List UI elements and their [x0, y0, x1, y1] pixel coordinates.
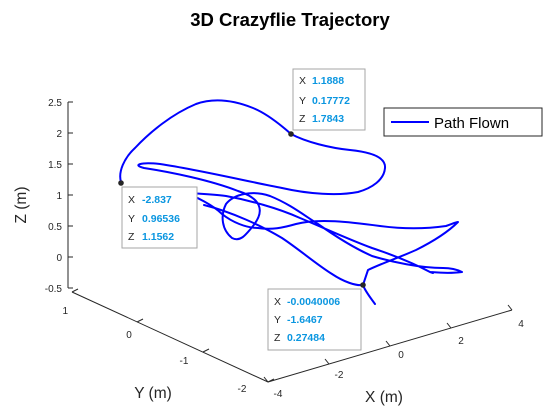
datatip-box[interactable]: X -0.0040006 Y -1.6467 Z 0.27484: [267, 288, 362, 351]
datatip-value-z: 1.1562: [142, 231, 174, 243]
y-axis-line: [71, 291, 269, 383]
datatip-value-y: 0.17772: [312, 95, 350, 107]
chart-title: 3D Crazyflie Trajectory: [190, 9, 390, 30]
x-tick-label: -2: [335, 370, 344, 381]
z-tick: 2.5: [48, 98, 73, 109]
datatip-marker[interactable]: [118, 180, 124, 186]
z-tick: 2: [56, 129, 73, 140]
y-tick: 0: [126, 318, 144, 341]
datatip-marker[interactable]: [360, 282, 366, 288]
datatip-value-x: -0.0040006: [287, 296, 340, 308]
y-tick-label: 1: [62, 306, 68, 317]
series-line-path-flown-lower: [181, 191, 459, 305]
datatip-key-y: Y: [274, 314, 281, 326]
x-tick-label: 0: [398, 350, 404, 361]
datatip-value-y: 0.96536: [142, 213, 180, 225]
y-tick: -2: [238, 378, 275, 395]
datatip-marker[interactable]: [288, 131, 294, 137]
z-tick-label: 2: [56, 129, 62, 140]
x-tick: 0: [385, 340, 404, 361]
datatip-key-y: Y: [299, 95, 306, 107]
legend-label: Path Flown: [434, 115, 509, 132]
z-tick: 0.5: [48, 222, 73, 233]
x-axis-label: X (m): [365, 389, 403, 406]
z-tick-label: 0.5: [48, 222, 62, 233]
series-line-path-flown: [119, 99, 463, 274]
x-tick-label: 4: [518, 319, 524, 330]
y-tick: -1: [180, 348, 210, 367]
x-tick-label: -4: [274, 389, 283, 400]
z-tick-label: 1: [56, 191, 62, 202]
legend[interactable]: Path Flown: [383, 107, 543, 137]
y-ticks: 1 0 -1 -2: [62, 288, 275, 395]
z-axis-label: Z (m): [13, 186, 30, 223]
z-tick: 0: [56, 253, 73, 264]
datatip-key-x: X: [299, 75, 306, 87]
datatip-value-x: 1.1888: [312, 75, 344, 87]
z-tick-label: 2.5: [48, 98, 62, 109]
datatip-key-z: Z: [274, 332, 281, 344]
datatip-key-z: Z: [128, 231, 135, 243]
datatip-box[interactable]: X 1.1888 Y 0.17772 Z 1.7843: [292, 68, 366, 131]
z-tick: -0.5: [45, 284, 73, 295]
z-tick: 1: [56, 191, 73, 202]
datatip-value-z: 1.7843: [312, 113, 344, 125]
z-tick: 1.5: [48, 160, 73, 171]
x-ticks: -4 -2 0 2 4: [263, 304, 524, 400]
datatip-key-x: X: [274, 296, 281, 308]
series-line-path-flown-west: [203, 204, 364, 287]
datatip-value-y: -1.6467: [287, 314, 323, 326]
datatip-key-x: X: [128, 194, 135, 206]
datatip-value-z: 0.27484: [287, 332, 325, 344]
y-tick: 1: [62, 288, 79, 317]
x-tick: 2: [446, 322, 464, 347]
y-tick-label: 0: [126, 330, 132, 341]
x-tick: -4: [263, 376, 283, 400]
x-tick: -2: [324, 358, 344, 381]
y-axis-label: Y (m): [134, 385, 172, 402]
y-tick-label: -2: [238, 384, 247, 395]
datatip-value-x: -2.837: [142, 194, 172, 206]
datatip-key-y: Y: [128, 213, 135, 225]
z-tick-label: -0.5: [45, 284, 63, 295]
y-tick-label: -1: [180, 356, 189, 367]
z-tick-label: 0: [56, 253, 62, 264]
datatip-key-z: Z: [299, 113, 306, 125]
datatip-box[interactable]: X -2.837 Y 0.96536 Z 1.1562: [121, 186, 198, 249]
x-tick-label: 2: [458, 336, 464, 347]
z-tick-label: 1.5: [48, 160, 62, 171]
x-tick: 4: [507, 304, 524, 330]
z-ticks: 2.5 2 1.5 1 0.5 0 -0.5: [45, 98, 73, 295]
